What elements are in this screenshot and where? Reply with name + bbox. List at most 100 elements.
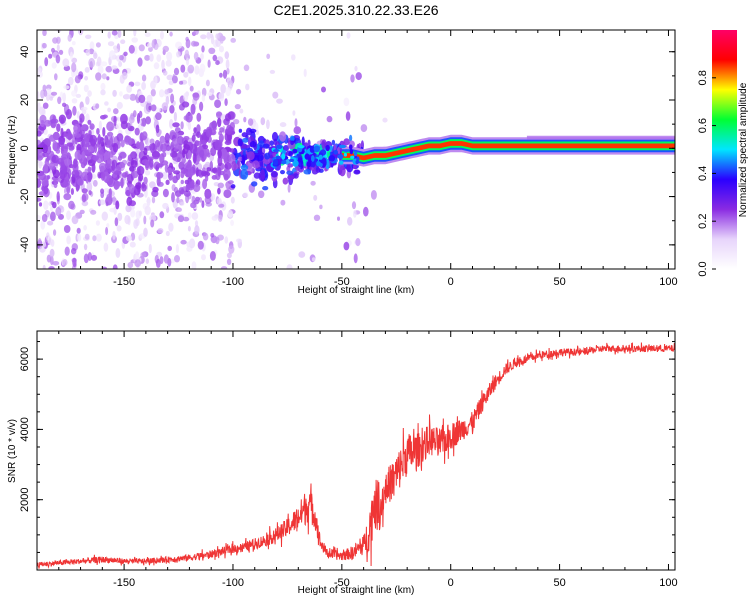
- heatmap-cell: [175, 41, 183, 49]
- heatmap-cell: [175, 244, 179, 254]
- heatmap-cell: [95, 233, 102, 242]
- carrier-blob: [313, 145, 320, 153]
- heatmap-cell: [226, 258, 232, 265]
- heatmap-cell: [106, 223, 110, 228]
- heatmap-cell: [220, 148, 228, 160]
- heatmap-cell: [136, 113, 141, 124]
- heatmap-cell: [98, 162, 107, 171]
- heatmap-cell: [38, 160, 43, 169]
- heatmap-cell: [80, 106, 88, 111]
- heatmap-cell: [67, 34, 72, 42]
- heatmap-cell: [127, 262, 134, 269]
- heatmap-cell: [243, 116, 247, 123]
- heatmap-cell: [170, 258, 176, 264]
- heatmap-cell: [212, 167, 218, 174]
- heatmap-cell: [167, 245, 172, 252]
- heatmap-cell: [193, 184, 201, 193]
- heatmap-cell: [144, 205, 151, 216]
- heatmap-cell: [112, 230, 116, 240]
- snr-x-tick-label: -150: [113, 577, 135, 589]
- carrier-blob: [337, 154, 344, 159]
- heatmap-cell: [55, 148, 61, 154]
- heatmap-cell: [161, 171, 168, 180]
- heatmap-cell: [220, 266, 228, 269]
- heatmap-cell: [195, 140, 202, 146]
- heatmap-cell: [206, 32, 211, 40]
- heatmap-cell: [74, 139, 78, 145]
- heatmap-cell: [208, 47, 216, 54]
- heatmap-cell: [115, 200, 120, 210]
- heatmap-cell: [287, 163, 294, 168]
- snr-x-tick-label: -50: [334, 577, 350, 589]
- heatmap-cell: [200, 139, 208, 145]
- heatmap-cell: [85, 96, 90, 105]
- heatmap-cells: [37, 30, 388, 269]
- heatmap-cell: [97, 146, 105, 155]
- heatmap-cell: [134, 127, 140, 136]
- carrier-blob: [306, 161, 312, 168]
- heatmap-cell: [88, 57, 96, 68]
- heatmap-cell: [184, 49, 190, 59]
- heatmap-cell: [117, 30, 122, 38]
- heatmap-cell: [112, 142, 119, 153]
- heatmap-cell: [287, 184, 291, 193]
- heatmap-cell: [77, 233, 82, 242]
- heatmap-cell: [155, 112, 162, 121]
- heatmap-cell: [84, 132, 90, 143]
- heatmap-cell: [69, 51, 74, 60]
- heatmap-cell: [353, 253, 358, 264]
- heatmap-cell: [99, 199, 106, 205]
- heatmap-cell: [360, 124, 368, 133]
- heatmap-cell: [57, 96, 62, 105]
- spectrogram-y-tick-label: 40: [19, 46, 31, 58]
- heatmap-cell: [219, 72, 223, 78]
- heatmap-cell: [37, 149, 43, 159]
- heatmap-cell: [241, 144, 248, 149]
- heatmap-cell: [196, 131, 201, 138]
- heatmap-cell: [217, 149, 222, 159]
- heatmap-cell: [188, 76, 192, 87]
- heatmap-cell: [200, 34, 207, 40]
- heatmap-cell: [183, 190, 191, 197]
- heatmap-cell: [47, 235, 52, 244]
- heatmap-cell: [165, 230, 170, 237]
- heatmap-cell: [349, 134, 353, 142]
- heatmap-cell: [303, 169, 312, 175]
- heatmap-cell: [184, 179, 189, 185]
- heatmap-cell: [347, 216, 353, 226]
- heatmap-cell: [169, 119, 174, 129]
- heatmap-cell: [205, 126, 213, 138]
- carrier-blob: [319, 163, 323, 167]
- heatmap-cell: [165, 95, 170, 105]
- heatmap-cell: [85, 49, 91, 56]
- heatmap-cell: [216, 197, 222, 205]
- heatmap-cell: [72, 257, 77, 268]
- heatmap-cell: [230, 196, 235, 204]
- heatmap-cell: [287, 175, 295, 180]
- carrier-blob: [333, 149, 339, 155]
- heatmap-cell: [190, 103, 196, 115]
- heatmap-cell: [202, 178, 208, 190]
- heatmap-cell: [70, 188, 74, 195]
- heatmap-cell: [103, 242, 109, 252]
- heatmap-cell: [280, 170, 285, 175]
- spectrogram-y-ticks: -40 -20 0 20 40: [19, 46, 675, 270]
- snr-y-axis-label: SNR (10 * v/v): [7, 419, 18, 483]
- heatmap-cell: [95, 220, 100, 226]
- heatmap-cell: [159, 135, 166, 144]
- colorbar-tick-label: 0.6: [697, 118, 709, 133]
- heatmap-cell: [224, 162, 232, 171]
- heatmap-cell: [72, 163, 79, 173]
- heatmap-cell: [167, 167, 173, 174]
- heatmap-cell: [177, 215, 185, 223]
- heatmap-cell: [215, 33, 220, 39]
- heatmap-cell: [62, 259, 68, 266]
- heatmap-cell: [113, 115, 117, 127]
- heatmap-cell: [106, 158, 112, 164]
- heatmap-cell: [226, 252, 232, 259]
- heatmap-cell: [233, 119, 240, 125]
- heatmap-cell: [236, 88, 242, 95]
- heatmap-cell: [111, 65, 118, 70]
- heatmap-cell: [128, 44, 135, 54]
- heatmap-cell: [262, 186, 269, 191]
